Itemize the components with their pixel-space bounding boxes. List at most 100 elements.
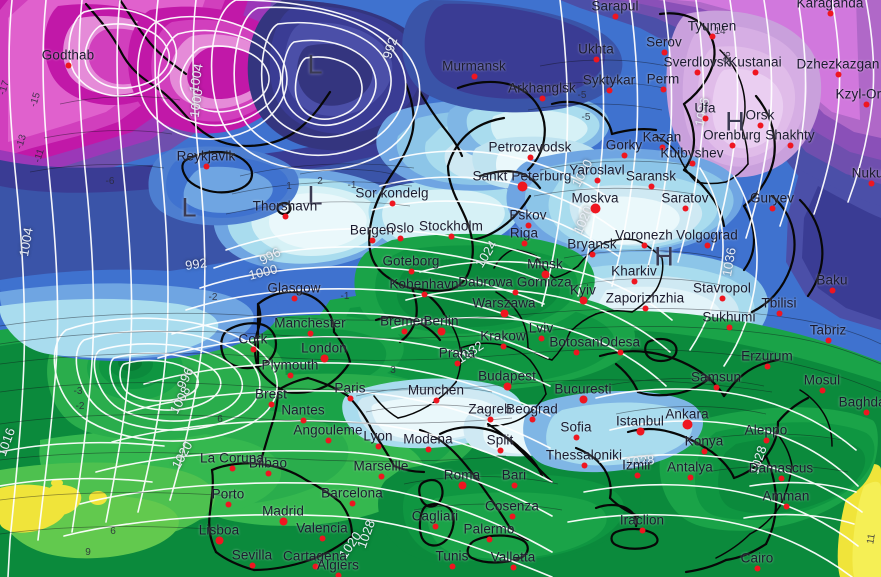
city-marker[interactable]: Riga xyxy=(510,226,538,246)
city-marker[interactable]: Bari xyxy=(502,468,526,488)
city-marker[interactable]: Iraclion xyxy=(620,513,664,533)
city-marker[interactable]: Brest xyxy=(255,387,287,407)
city-marker[interactable]: Cairo xyxy=(741,551,773,571)
city-marker[interactable]: Ufa xyxy=(694,101,716,121)
city-marker[interactable]: Minsk xyxy=(527,257,563,278)
city-marker[interactable]: Palermo xyxy=(464,522,514,542)
city-marker[interactable]: Mosul xyxy=(804,373,840,393)
city-marker[interactable]: Orenburg xyxy=(703,128,761,148)
city-marker[interactable]: Voronezh xyxy=(615,228,673,248)
city-marker[interactable]: Glasgow xyxy=(267,281,321,301)
city-marker[interactable]: Lyon xyxy=(363,429,392,449)
city-marker[interactable]: Ukhta xyxy=(578,42,614,62)
city-marker[interactable]: Lviv xyxy=(529,321,553,341)
city-marker[interactable]: Dabrowa Gornicza xyxy=(458,275,572,295)
city-marker[interactable]: Paris xyxy=(334,381,366,401)
city-marker[interactable]: Ankara xyxy=(665,407,709,429)
city-marker[interactable]: Pskov xyxy=(509,208,547,228)
city-marker[interactable]: Roma xyxy=(444,468,480,489)
city-marker[interactable]: Kuibyshev xyxy=(660,146,723,166)
city-marker[interactable]: Angouleme xyxy=(293,423,363,443)
city-marker[interactable]: Kazan xyxy=(643,130,681,150)
city-marker[interactable]: Samsun xyxy=(691,370,741,390)
city-marker[interactable]: Karaganda xyxy=(797,0,863,16)
city-marker[interactable]: Cartagena xyxy=(283,549,347,569)
city-marker[interactable]: Kharkiv xyxy=(611,264,657,284)
city-marker[interactable]: Dzhezkazgan xyxy=(797,57,879,77)
city-marker[interactable]: Istanbul xyxy=(616,414,664,435)
city-marker[interactable]: Amman xyxy=(762,489,809,509)
city-marker[interactable]: Sevilla xyxy=(232,548,272,568)
city-marker[interactable]: Gorky xyxy=(606,138,642,158)
city-marker[interactable]: Godthab xyxy=(42,48,94,68)
city-marker[interactable]: London xyxy=(301,341,347,362)
city-marker[interactable]: Modena xyxy=(403,432,453,452)
city-marker[interactable]: Goteborg xyxy=(382,254,439,274)
city-marker[interactable]: Moskva xyxy=(571,191,618,213)
city-marker[interactable]: Zaporizhzhia xyxy=(606,291,684,311)
city-marker[interactable]: Bucuresti xyxy=(554,382,611,403)
city-marker[interactable]: Zagreb xyxy=(468,402,512,422)
city-marker[interactable]: Berlin xyxy=(423,314,458,335)
city-marker[interactable]: Nantes xyxy=(281,403,325,423)
city-marker[interactable]: Stavropol xyxy=(693,281,751,301)
city-marker[interactable]: Orsk xyxy=(746,108,774,128)
city-marker[interactable]: Sarapul xyxy=(591,0,639,19)
city-marker[interactable]: Cagliari xyxy=(412,509,458,529)
city-marker[interactable]: Split xyxy=(487,433,513,453)
city-marker[interactable]: Valletta xyxy=(491,550,535,570)
city-marker[interactable]: Marseille xyxy=(354,459,408,479)
city-marker[interactable]: Baghdad xyxy=(839,395,881,415)
city-marker[interactable]: Damascus xyxy=(749,461,813,481)
city-marker[interactable]: Plymouth xyxy=(261,358,318,378)
city-marker[interactable]: Manchester xyxy=(274,316,346,336)
city-marker[interactable]: Arkhanglsk xyxy=(508,81,576,101)
city-marker[interactable]: Beograd xyxy=(506,402,558,422)
city-marker[interactable]: Kyiv xyxy=(570,283,596,304)
city-marker[interactable]: Tunis xyxy=(435,549,468,569)
city-marker[interactable]: Murmansk xyxy=(442,59,506,79)
city-marker[interactable]: Bryansk xyxy=(567,237,617,257)
city-marker[interactable]: Antalya xyxy=(667,460,713,480)
city-marker[interactable]: Erzurum xyxy=(741,349,793,369)
city-marker[interactable]: Sverdlovsk xyxy=(663,55,730,75)
city-marker[interactable]: Stockholm xyxy=(419,219,483,239)
city-marker[interactable]: Kzyl-Orda xyxy=(836,87,881,107)
city-marker[interactable]: Syktykar xyxy=(583,73,635,93)
city-marker[interactable]: Nukus xyxy=(852,166,881,186)
city-marker[interactable]: Barcelona xyxy=(321,486,383,506)
city-marker[interactable]: Sofia xyxy=(560,420,592,440)
city-marker[interactable]: Kustanai xyxy=(728,55,782,75)
city-marker[interactable]: Baku xyxy=(816,273,847,293)
city-marker[interactable]: Krakow xyxy=(480,329,526,349)
city-marker[interactable]: Madrid xyxy=(262,504,304,525)
city-marker[interactable]: Munchen xyxy=(408,383,464,403)
city-marker[interactable]: Botosani xyxy=(549,335,603,355)
city-marker[interactable]: Odesa xyxy=(600,335,640,355)
city-marker[interactable]: Budapest xyxy=(478,369,536,390)
city-marker[interactable]: Petrozavodsk xyxy=(489,140,571,160)
city-marker[interactable]: Guryev xyxy=(750,191,794,211)
city-marker[interactable]: Bergen xyxy=(350,223,394,243)
city-marker[interactable]: Saratov xyxy=(661,191,709,211)
city-marker[interactable]: Serov xyxy=(646,35,682,55)
city-marker[interactable]: Tyumen xyxy=(688,19,736,39)
city-marker[interactable]: Kobenhavn xyxy=(389,277,459,297)
city-marker[interactable]: Yaroslavl xyxy=(569,163,625,183)
city-marker[interactable]: Praha xyxy=(439,346,475,366)
city-marker[interactable]: Perm xyxy=(647,72,679,92)
city-marker[interactable]: Sor kondelg xyxy=(355,186,428,206)
city-marker[interactable]: Porto xyxy=(212,487,244,507)
city-marker[interactable]: Tbilisi xyxy=(761,296,797,316)
city-marker[interactable]: Thessaloniki xyxy=(546,448,622,468)
city-marker[interactable]: Reykjavik xyxy=(177,149,235,169)
city-marker[interactable]: Oslo xyxy=(386,221,414,241)
city-marker[interactable]: Izmir xyxy=(622,458,652,478)
city-marker[interactable]: Lisboa xyxy=(199,523,239,544)
city-marker[interactable]: Sukhumi xyxy=(702,310,756,330)
city-marker[interactable]: Thorshavn xyxy=(253,199,317,219)
city-marker[interactable]: Saransk xyxy=(626,169,676,189)
city-marker[interactable]: Valencia xyxy=(296,521,348,541)
city-marker[interactable]: Bremen xyxy=(380,314,428,334)
